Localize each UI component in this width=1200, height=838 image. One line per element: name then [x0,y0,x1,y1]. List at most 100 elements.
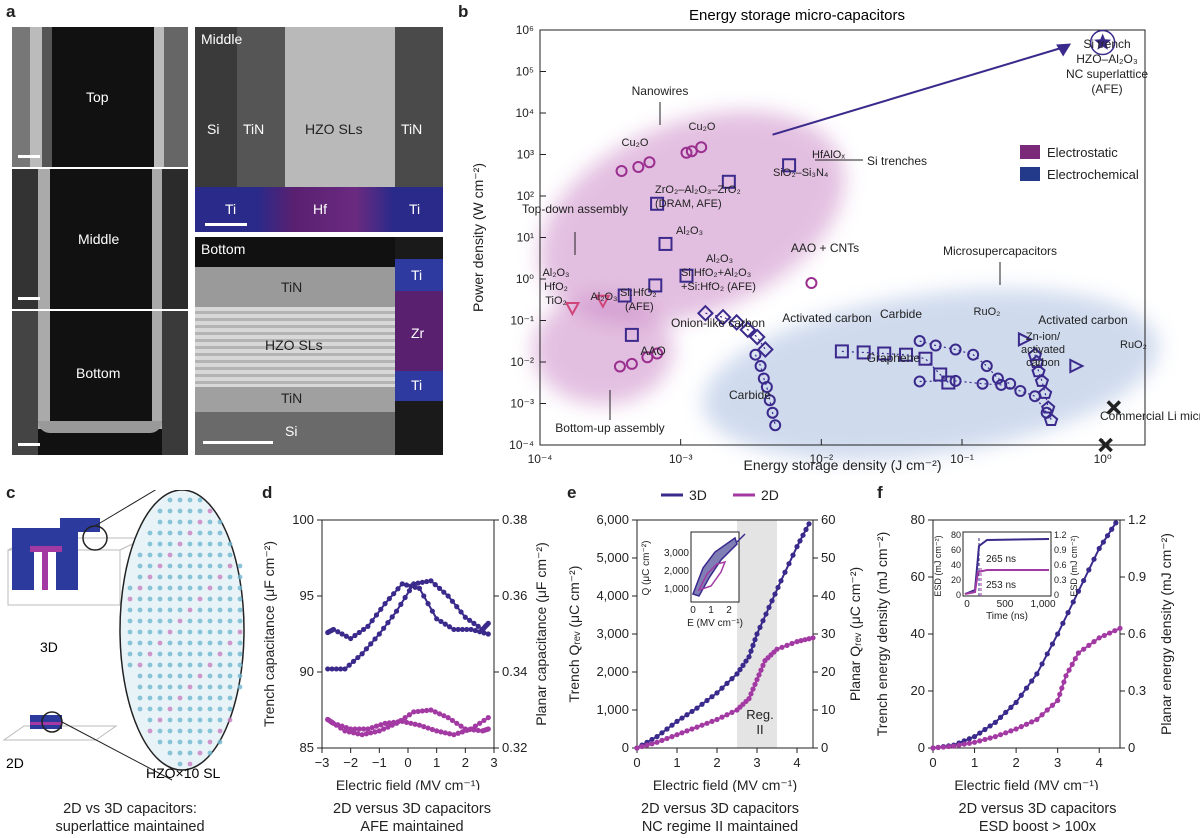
data-point [754,677,760,683]
data-point [659,730,665,736]
data-point [1109,526,1115,532]
region-label: Graphene [867,351,921,365]
scale-bar [18,297,40,300]
atom [177,761,183,767]
eds-zr: Zr [411,325,425,341]
atom [217,585,223,591]
data-point [382,720,388,726]
atom [147,640,153,646]
data-point [1075,588,1082,594]
data-point [432,582,438,588]
atom [137,629,143,635]
x-axis-label: Energy storage density (J cm⁻²) [743,457,941,473]
chart-e: 0 1 2 3 401,0002,0003,0004,0005,0006,0000102… [566,487,863,792]
data-point [1031,363,1046,378]
inset-y-tick: 40 [951,560,961,570]
data-point [1069,661,1075,667]
series-connector [919,340,1011,385]
data-point [805,277,818,290]
atom [127,640,133,646]
data-point [446,731,453,737]
atom [177,706,183,712]
tem-middle-title: Middle [201,31,243,47]
data-point [454,604,460,610]
data-point [1013,699,1019,705]
y-tick-label: 10⁻¹ [510,314,534,328]
atom [167,662,173,668]
caption-line: 2D versus 3D capacitors [333,801,491,817]
point-label: activated [1021,344,1065,356]
data-point [335,629,341,635]
data-point [991,372,1004,385]
point-label: +Si:HfO₂ (AFE) [681,281,756,293]
data-point [365,623,371,629]
x-tick-label: 1 [433,755,440,770]
sem-top-label: Top [86,89,109,105]
inset-y-tick-right: 0.9 [1054,545,1067,555]
data-point [679,715,685,721]
data-point [1014,385,1027,398]
data-point [385,620,391,626]
atom [157,563,163,569]
legend-swatch [1020,167,1040,181]
atom [167,574,173,580]
data-point [329,666,335,672]
region-label: Carbide [729,388,771,402]
atom [157,530,163,536]
data-point [763,611,769,617]
atom [127,585,133,591]
point-label: Al₂O₃ [676,225,703,237]
data-point [441,589,447,595]
data-point [348,726,354,732]
data-point [378,722,384,728]
data-point [1069,358,1085,374]
legend-label: 3D [689,487,707,503]
atom [177,695,183,701]
data-point [1055,697,1061,704]
eds-ti: Ti [411,267,423,283]
data-point [930,745,936,751]
data-point [940,744,946,750]
region-label: Commercial Li microbattery [1100,409,1200,423]
data-point [455,626,461,633]
data-point [749,348,762,361]
atom [227,640,233,646]
data-point [402,594,408,601]
atom [177,596,183,602]
x-tick-label: 4 [1096,755,1103,770]
data-point [385,724,391,730]
data-point [363,646,370,652]
atom [227,717,233,723]
atom [167,585,173,591]
chart-b: Energy storage micro-capacitors 10⁻⁴ 10⁻³… [470,7,1200,473]
atom [197,728,203,734]
inset-y-tick: 20 [951,575,961,585]
data-point [382,601,388,607]
atom [227,695,233,701]
y-tick-label: 0 [918,740,925,755]
y-tick-label-right: 20 [821,664,835,679]
data-point [704,697,710,704]
data-point [481,717,487,724]
data-point [728,313,746,331]
atom [157,651,163,657]
data-point [856,345,871,360]
atom [187,618,193,624]
atom [227,585,233,591]
data-point [798,638,804,644]
inset-y-label-right: ESD (mJ cm⁻²) [1069,535,1079,596]
inset-y-tick-right: 0.3 [1054,575,1067,585]
data-point [734,671,740,677]
atom [177,684,183,690]
data-point [485,726,491,732]
data-point [419,708,425,714]
x-tick-label: −1 [372,755,387,770]
data-point [339,723,345,729]
y-tick-label: 0 [622,740,629,755]
atom [157,541,163,547]
x-axis-label: Electric field (MV cm⁻¹) [336,777,480,790]
data-point [485,715,491,721]
data-point [1055,631,1061,637]
y-tick-label: 10⁻² [510,355,534,369]
